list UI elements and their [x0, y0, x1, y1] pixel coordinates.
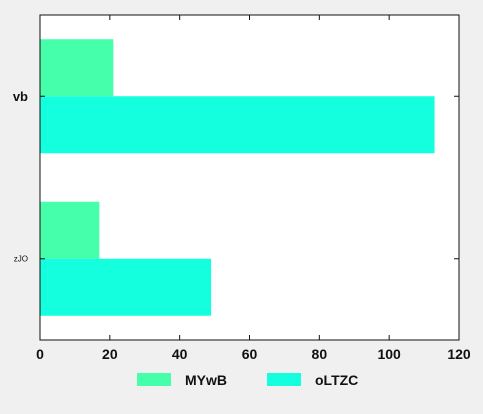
x-tick-label: 0 — [36, 346, 44, 362]
y-tick-label: vb — [13, 89, 28, 104]
bar-MYwB-vb — [40, 39, 114, 97]
x-tick-label: 120 — [447, 346, 471, 362]
legend-swatch-oLTZC — [267, 373, 301, 386]
legend: MYwB oLTZC — [137, 372, 358, 388]
legend-label-MYwB: MYwB — [185, 372, 227, 388]
legend-label-oLTZC: oLTZC — [315, 372, 358, 388]
ticks-layer: vb zJO 0 20 40 60 80 100 120 — [13, 15, 471, 362]
x-tick-label: 80 — [312, 346, 328, 362]
plot-frame — [39, 14, 460, 341]
x-tick-label: 20 — [102, 346, 118, 362]
x-tick-label: 60 — [242, 346, 258, 362]
x-tick-label: 100 — [377, 346, 401, 362]
bar-oLTZC-vb — [40, 96, 435, 154]
bar-oLTZC-zJO — [40, 258, 212, 316]
x-tick-label: 40 — [172, 346, 188, 362]
legend-swatch-MYwB — [137, 373, 171, 386]
bar-MYwB-zJO — [40, 201, 100, 259]
y-tick-label: zJO — [14, 255, 28, 264]
bars-layer — [40, 39, 435, 316]
